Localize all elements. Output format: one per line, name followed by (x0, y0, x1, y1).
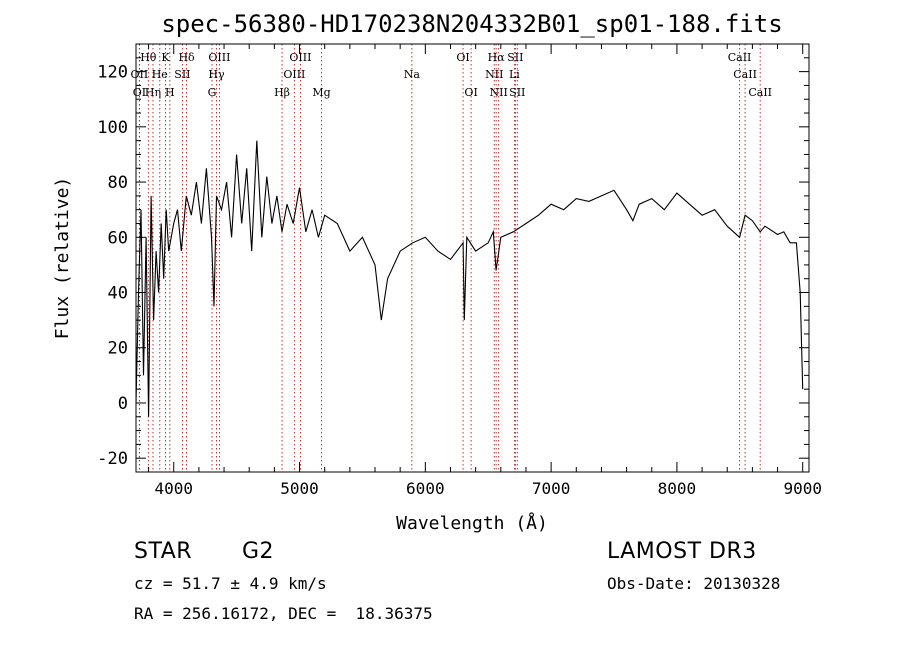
line-label: Mg (312, 86, 330, 99)
y-tick-label: 80 (108, 173, 128, 193)
line-label: K (161, 51, 170, 64)
survey-name: LAMOST DR3 (607, 539, 757, 564)
x-tick-label: 8000 (658, 479, 697, 498)
line-label: OII (131, 68, 149, 81)
x-tick-label: 7000 (532, 479, 571, 498)
line-label: Na (404, 68, 421, 81)
x-tick-label: 9000 (783, 479, 822, 498)
line-label: OIII (208, 51, 230, 64)
coordinates: RA = 256.16172, DEC = 18.36375 (134, 604, 433, 623)
y-axis-label: Flux (relative) (52, 177, 73, 340)
y-axis-ticks: -20 0 20 40 60 80 100 120 (97, 43, 809, 473)
plot-frame (135, 43, 810, 473)
y-tick-label: 120 (97, 63, 128, 83)
line-label: NII (485, 68, 503, 81)
line-label: Hγ (208, 68, 225, 81)
x-tick-label: 5000 (280, 479, 319, 498)
line-label: Hη (145, 86, 161, 99)
line-label: Hθ (140, 51, 157, 64)
line-label: OI (464, 86, 477, 99)
line-label: Hβ (274, 86, 290, 99)
line-label: OIII (283, 68, 305, 81)
x-tick-label: 6000 (406, 479, 445, 498)
x-axis-ticks: 4000 5000 6000 7000 8000 9000 (148, 44, 822, 498)
line-label: G (208, 86, 217, 99)
spectrum-series-line (135, 140, 804, 417)
line-label: OI (456, 51, 469, 64)
x-axis-label: Wavelength (Å) (396, 512, 548, 534)
line-label: Hδ (178, 51, 195, 64)
line-label: He (152, 68, 168, 81)
line-label: NII (490, 86, 508, 99)
line-label: SII (507, 51, 523, 64)
x-tick-label: 4000 (154, 479, 193, 498)
y-tick-label: 100 (97, 118, 128, 138)
y-tick-label: -20 (97, 449, 128, 469)
line-label: CaII (748, 86, 772, 99)
line-label: Li (509, 68, 520, 81)
line-label: CaII (728, 51, 752, 64)
spectral-line-markers (138, 44, 761, 472)
line-label: SII (174, 68, 190, 81)
line-label: Hα (488, 51, 506, 64)
line-label: OIII (289, 51, 311, 64)
y-tick-label: 0 (118, 394, 128, 414)
object-class: STAR (134, 539, 193, 564)
line-label: SII (509, 86, 525, 99)
line-label: CaII (733, 68, 757, 81)
line-label: H (165, 86, 175, 99)
redshift-value: cz = 51.7 ± 4.9 km/s (134, 574, 327, 593)
y-tick-label: 40 (108, 284, 128, 304)
y-tick-label: 20 (108, 339, 128, 359)
y-tick-label: 60 (108, 228, 128, 248)
chart-title: spec-56380-HD170238N204332B01_sp01-188.f… (161, 10, 782, 38)
object-subclass: G2 (242, 539, 275, 564)
observation-date: Obs-Date: 20130328 (607, 574, 781, 593)
